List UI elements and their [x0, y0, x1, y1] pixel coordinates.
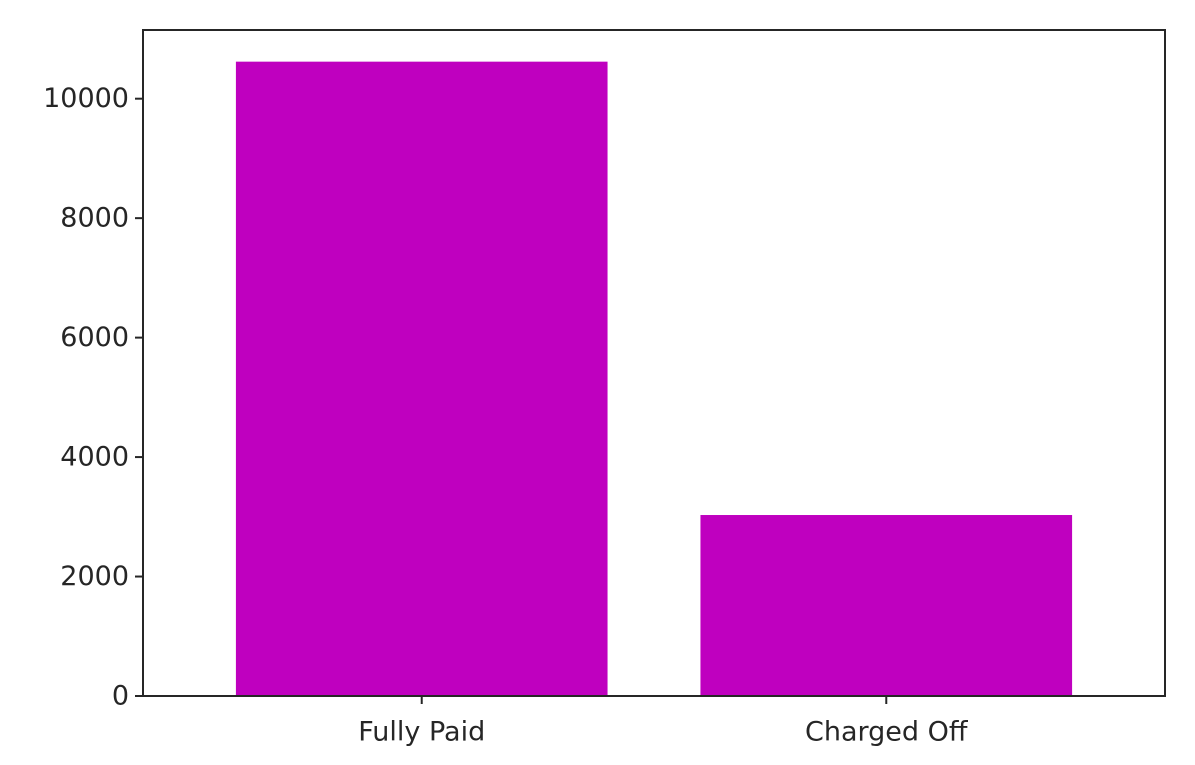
bars-layer	[235, 61, 1073, 696]
bar-fully-paid	[235, 61, 608, 696]
y-tick-label: 0	[112, 681, 129, 712]
y-tick-label: 2000	[60, 561, 129, 592]
y-axis: 0 2000 4000 6000 8000 10000	[43, 83, 143, 712]
bar-charged-off	[700, 515, 1073, 696]
x-axis: Fully Paid Charged Off	[358, 696, 969, 748]
x-tick-label: Charged Off	[805, 717, 969, 748]
y-tick-label: 10000	[43, 83, 129, 114]
plot-area-frame	[142, 29, 1166, 697]
y-tick-label: 4000	[60, 442, 129, 473]
y-tick-label: 8000	[60, 203, 129, 234]
x-tick-label: Fully Paid	[358, 717, 485, 748]
y-tick-label: 6000	[60, 322, 129, 353]
